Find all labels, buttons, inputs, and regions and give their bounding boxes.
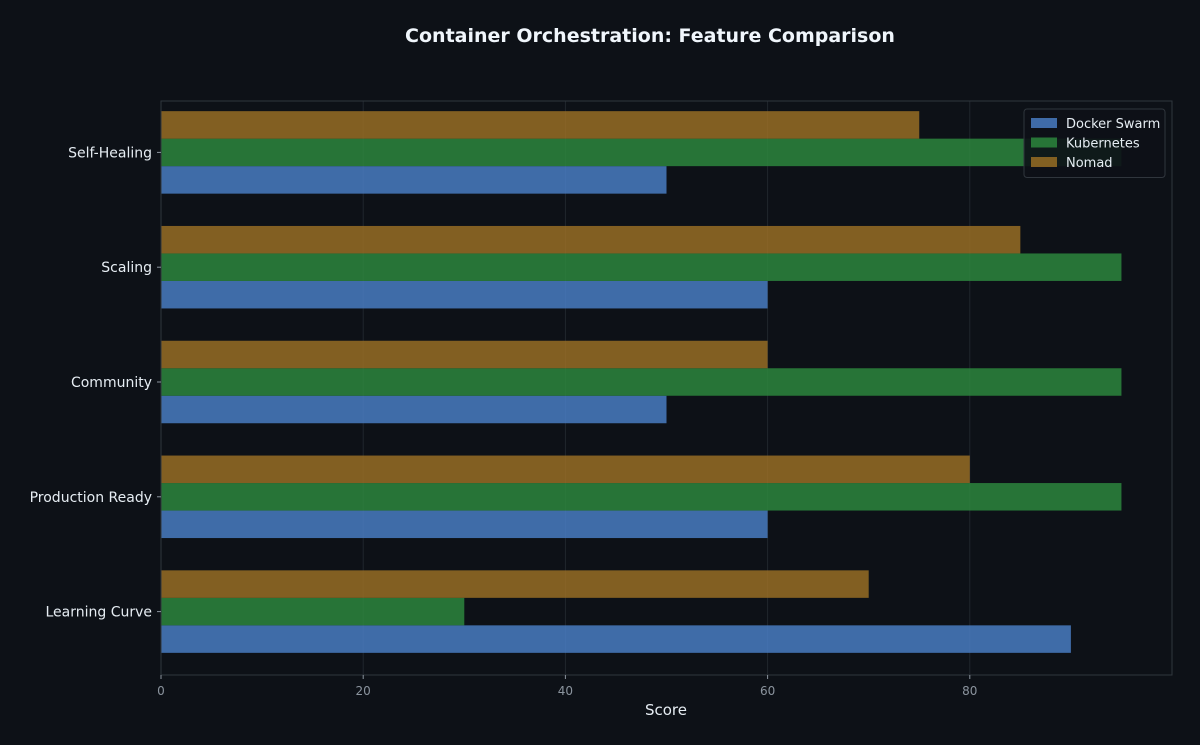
bar-docker-swarm: [161, 280, 768, 309]
chart-title: Container Orchestration: Feature Compari…: [405, 25, 895, 47]
category-label: Community: [71, 375, 152, 391]
bar-nomad: [161, 340, 768, 369]
bar-kubernetes: [161, 253, 1122, 281]
x-tick-label: 0: [157, 684, 165, 698]
bars: [161, 111, 1122, 653]
legend-swatch: [1031, 137, 1057, 148]
bar-docker-swarm: [161, 625, 1071, 653]
legend: Docker Swarm Kubernetes Nomad: [1023, 108, 1166, 178]
legend-box: [1023, 108, 1166, 178]
bar-docker-swarm: [161, 166, 667, 194]
category-label: Self-Healing: [68, 145, 152, 161]
legend-swatch: [1031, 118, 1057, 128]
bar-kubernetes: [161, 597, 465, 626]
plot-frame: [160, 100, 1173, 676]
bar-nomad: [161, 225, 1021, 254]
category-label: Production Ready: [30, 490, 152, 506]
bar-kubernetes: [161, 138, 1122, 167]
x-tick-label: 80: [962, 684, 977, 698]
x-tick-label: 20: [356, 684, 371, 698]
x-ticks: 0 20 40 60 80: [157, 675, 977, 698]
legend-label: Docker Swarm: [1066, 117, 1160, 132]
bar-docker-swarm: [161, 510, 768, 539]
legend-label: Kubernetes: [1066, 137, 1140, 152]
bar-kubernetes: [161, 368, 1122, 396]
category-label: Scaling: [101, 260, 152, 276]
x-axis-title: Score: [645, 701, 687, 719]
bar-docker-swarm: [161, 395, 667, 424]
x-tick-label: 40: [558, 684, 573, 698]
category-label: Learning Curve: [45, 605, 152, 621]
x-tick-label: 60: [760, 684, 775, 698]
bar-kubernetes: [161, 483, 1122, 511]
legend-label: Nomad: [1066, 156, 1113, 171]
bar-nomad: [161, 111, 920, 139]
bar-nomad: [161, 570, 869, 598]
bar-nomad: [161, 455, 970, 484]
legend-swatch: [1031, 157, 1057, 167]
category-labels: Self-Healing Scaling Community Production R…: [30, 145, 161, 621]
